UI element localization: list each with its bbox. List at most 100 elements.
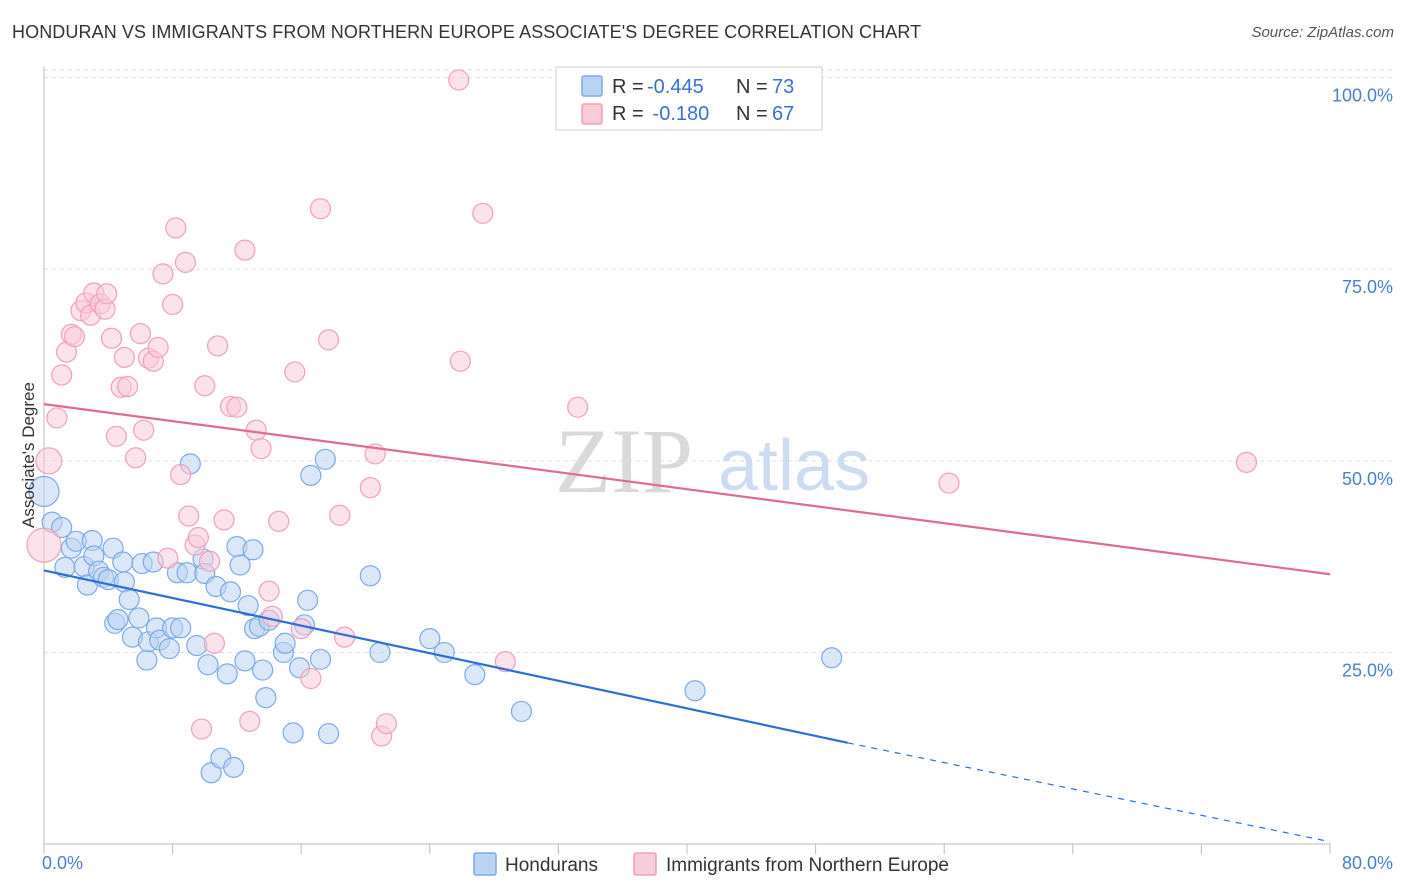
point-northern-europe-25 [152, 263, 174, 285]
y-tick-label-3: 100.0% [1332, 86, 1393, 106]
data-points [26, 69, 1258, 784]
legend-r-value-hondurans: -0.445 [647, 76, 704, 98]
point-northern-europe-62 [472, 202, 494, 224]
point-northern-europe-63 [494, 651, 516, 673]
point-northern-europe-2 [46, 407, 68, 429]
chart-title: HONDURAN VS IMMIGRANTS FROM NORTHERN EUR… [12, 22, 922, 42]
legend-r-label-hondurans: R = [612, 76, 644, 98]
point-hondurans-22 [136, 649, 158, 671]
point-northern-europe-59 [375, 713, 397, 735]
point-hondurans-40 [216, 663, 238, 685]
point-northern-europe-19 [125, 447, 147, 469]
trend-line-hondurans [43, 569, 848, 744]
point-northern-europe-33 [187, 526, 209, 549]
point-hondurans-60 [309, 648, 332, 670]
point-hondurans-18 [118, 588, 140, 611]
point-hondurans-61 [314, 448, 336, 470]
point-northern-europe-60 [448, 69, 470, 91]
point-northern-europe-13 [96, 283, 118, 305]
y-tick-label-1: 50.0% [1342, 469, 1393, 489]
point-northern-europe-38 [207, 335, 229, 357]
point-northern-europe-31 [178, 505, 200, 527]
point-northern-europe-47 [261, 605, 283, 627]
point-hondurans-62 [317, 723, 340, 745]
point-northern-europe-51 [300, 667, 322, 690]
point-hondurans-41 [219, 581, 242, 603]
y-tick-label-0: 25.0% [1342, 660, 1393, 680]
point-hondurans-42 [223, 756, 245, 778]
legend-n-value-hondurans: 73 [772, 76, 794, 98]
point-northern-europe-30 [174, 251, 197, 273]
watermark-atlas: atlas [718, 426, 870, 506]
point-hondurans-37 [200, 762, 222, 784]
point-northern-europe-34 [190, 718, 213, 740]
trend-line-extension-hondurans [847, 742, 1331, 843]
point-northern-europe-35 [194, 375, 216, 397]
point-hondurans-54 [274, 632, 296, 654]
point-northern-europe-18 [116, 375, 139, 398]
point-northern-europe-14 [100, 327, 123, 349]
point-hondurans-69 [684, 680, 706, 702]
point-northern-europe-20 [129, 323, 152, 345]
point-hondurans-2 [51, 516, 73, 539]
bottom-legend-label-hondurans: Hondurans [505, 855, 598, 876]
point-northern-europe-65 [938, 472, 960, 494]
watermark-zip: ZIP [555, 410, 693, 512]
point-northern-europe-54 [329, 504, 351, 526]
point-northern-europe-0 [26, 527, 62, 563]
source-credit: Source: ZipAtlas.com [1251, 24, 1394, 41]
point-northern-europe-17 [113, 346, 135, 368]
trend-line-northern-europe [43, 403, 1331, 576]
point-northern-europe-6 [63, 326, 86, 348]
point-hondurans-47 [242, 539, 264, 561]
point-northern-europe-26 [157, 547, 179, 569]
point-northern-europe-41 [226, 396, 248, 418]
y-axis-title: Associate's Degree [19, 382, 38, 528]
legend-swatch-hondurans [581, 75, 603, 97]
point-northern-europe-46 [258, 580, 280, 602]
point-hondurans-70 [821, 647, 843, 669]
y-tick-label-2: 75.0% [1342, 277, 1393, 297]
point-northern-europe-53 [317, 329, 340, 351]
legend-n-value-northern-europe: 67 [772, 103, 794, 125]
point-hondurans-31 [176, 562, 198, 584]
point-northern-europe-3 [51, 364, 73, 386]
point-northern-europe-28 [165, 217, 187, 239]
point-northern-europe-29 [170, 464, 192, 486]
point-hondurans-63 [359, 565, 381, 587]
point-hondurans-68 [510, 700, 533, 723]
point-northern-europe-42 [234, 239, 256, 261]
bottom-legend-swatch-northern-europe [633, 852, 657, 876]
point-hondurans-0 [28, 475, 60, 508]
point-northern-europe-15 [105, 425, 127, 447]
legend-r-label-northern-europe: R = [612, 103, 644, 125]
point-northern-europe-61 [449, 350, 471, 372]
point-hondurans-33 [186, 634, 208, 657]
point-hondurans-45 [234, 650, 256, 672]
point-hondurans-50 [252, 659, 274, 681]
point-northern-europe-43 [239, 710, 261, 732]
series-legend: Hondurans Immigrants from Northern Europ… [473, 852, 949, 876]
legend-n-label-hondurans: N = [736, 76, 768, 98]
point-northern-europe-1 [35, 447, 63, 475]
point-hondurans-55 [282, 722, 304, 744]
trend-lines [43, 403, 1331, 843]
point-hondurans-66 [433, 641, 455, 664]
point-northern-europe-50 [290, 618, 312, 640]
point-hondurans-20 [128, 607, 150, 629]
point-hondurans-44 [229, 554, 251, 576]
point-hondurans-51 [255, 687, 277, 709]
legend-n-label-northern-europe: N = [736, 103, 768, 125]
legend-r-value-northern-europe: -0.180 [647, 103, 709, 125]
point-northern-europe-52 [309, 198, 332, 220]
point-northern-europe-39 [213, 509, 235, 531]
point-northern-europe-64 [567, 396, 589, 418]
point-hondurans-46 [237, 595, 259, 617]
point-northern-europe-36 [198, 550, 221, 572]
point-northern-europe-66 [1235, 451, 1258, 473]
point-northern-europe-45 [250, 437, 272, 460]
point-northern-europe-49 [284, 361, 306, 383]
point-hondurans-67 [464, 664, 486, 686]
point-northern-europe-48 [268, 510, 290, 532]
point-hondurans-59 [300, 464, 322, 486]
